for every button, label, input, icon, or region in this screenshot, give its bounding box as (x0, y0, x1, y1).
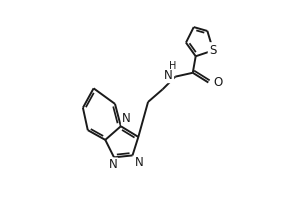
Text: N: N (109, 158, 117, 171)
Text: O: O (213, 76, 222, 89)
Text: N: N (134, 156, 143, 169)
Text: N: N (164, 69, 173, 82)
Text: S: S (209, 44, 217, 57)
Text: H: H (169, 61, 177, 71)
Text: N: N (122, 112, 130, 125)
